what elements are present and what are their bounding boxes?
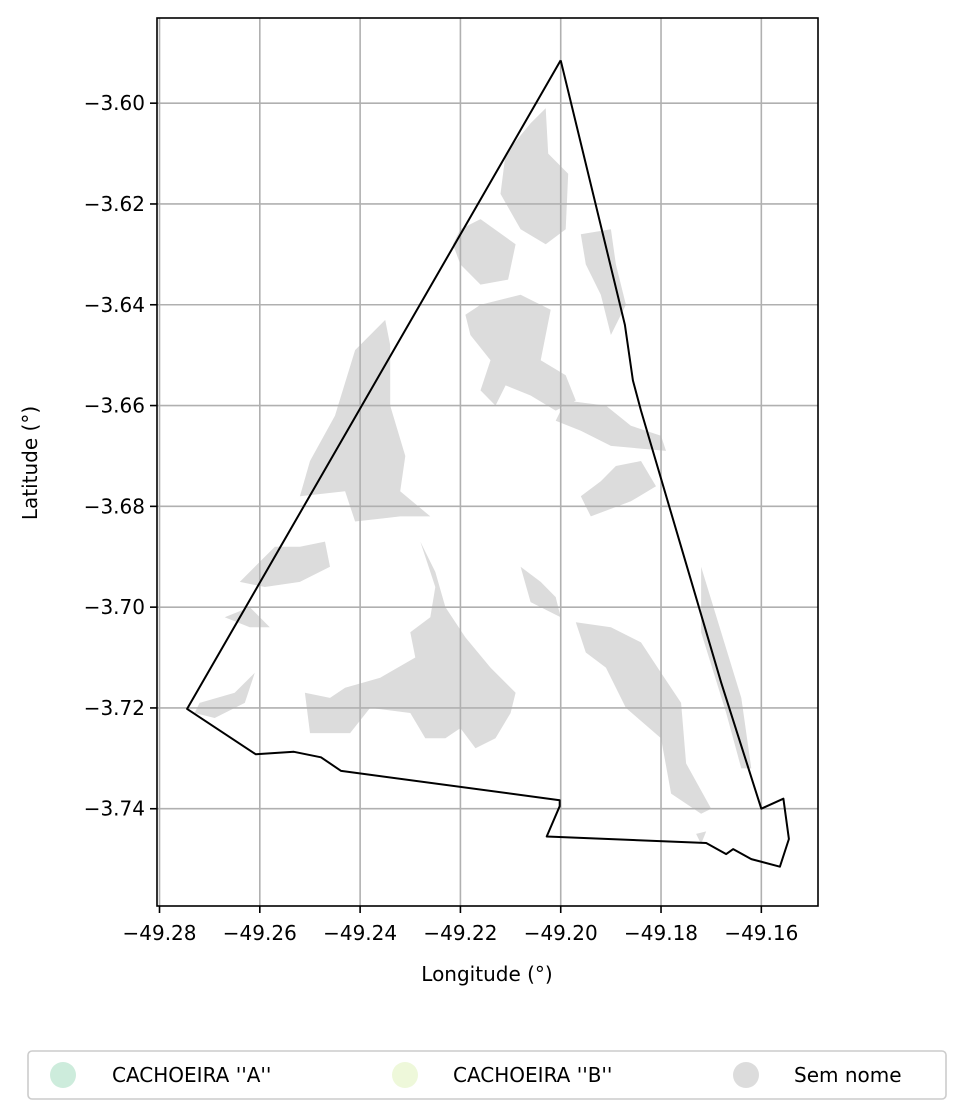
legend-marker xyxy=(392,1062,418,1088)
municipality-boundary xyxy=(186,59,790,868)
y-axis-label: Latitude (°) xyxy=(18,406,42,520)
x-tick-label: −49.28 xyxy=(122,921,196,945)
region-polygon xyxy=(520,566,561,618)
region-polygon xyxy=(555,400,666,451)
region-polygon xyxy=(299,319,431,522)
axes-border xyxy=(156,17,819,907)
legend-box xyxy=(27,1050,947,1100)
region-polygon xyxy=(500,108,569,245)
y-tick-label: −3.60 xyxy=(84,91,145,115)
x-axis-ticks: −49.28 −49.26 −49.24 −49.22 −49.20 −49.18 −49.… xyxy=(122,906,798,945)
x-tick-label: −49.26 xyxy=(223,921,297,945)
region-polygon xyxy=(575,622,712,814)
x-tick-label: −49.24 xyxy=(323,921,397,945)
y-tick-label: −3.62 xyxy=(84,192,145,216)
region-polygon xyxy=(452,219,516,285)
region-polygon xyxy=(701,566,752,769)
plot-background xyxy=(157,18,818,906)
y-tick-label: −3.74 xyxy=(84,797,145,821)
region-polygon xyxy=(194,672,255,718)
legend: CACHOEIRA ''A'' CACHOEIRA ''B'' Sem nome xyxy=(27,1050,947,1100)
x-tick-label: −49.18 xyxy=(624,921,698,945)
x-tick-label: −49.22 xyxy=(423,921,497,945)
region-polygon xyxy=(239,541,330,587)
y-tick-label: −3.64 xyxy=(84,293,145,317)
region-polygon xyxy=(580,229,626,335)
region-polygon xyxy=(580,461,656,517)
boundary-layer xyxy=(186,59,790,868)
region-polygon xyxy=(465,294,576,411)
x-axis-label: Longitude (°) xyxy=(421,962,552,986)
legend-label: CACHOEIRA ''B'' xyxy=(453,1063,612,1087)
y-tick-label: −3.70 xyxy=(84,595,145,619)
region-polygon xyxy=(224,607,270,628)
y-axis-ticks: −3.60 −3.62 −3.64 −3.66 −3.68 −3.70 −3.72 −3.74 xyxy=(84,91,157,821)
legend-label: CACHOEIRA ''A'' xyxy=(112,1063,271,1087)
x-tick-label: −49.16 xyxy=(724,921,798,945)
legend-marker xyxy=(733,1062,759,1088)
y-tick-label: −3.68 xyxy=(84,494,145,518)
axes-frame xyxy=(156,17,819,907)
region-layer xyxy=(194,108,752,844)
region-polygon xyxy=(304,541,516,749)
y-tick-label: −3.66 xyxy=(84,394,145,418)
legend-marker xyxy=(50,1062,76,1088)
x-tick-label: −49.20 xyxy=(524,921,598,945)
grid-lines xyxy=(157,18,818,906)
legend-label: Sem nome xyxy=(794,1063,902,1087)
region-polygon xyxy=(696,831,707,844)
plot-area xyxy=(157,18,818,906)
y-tick-label: −3.72 xyxy=(84,696,145,720)
